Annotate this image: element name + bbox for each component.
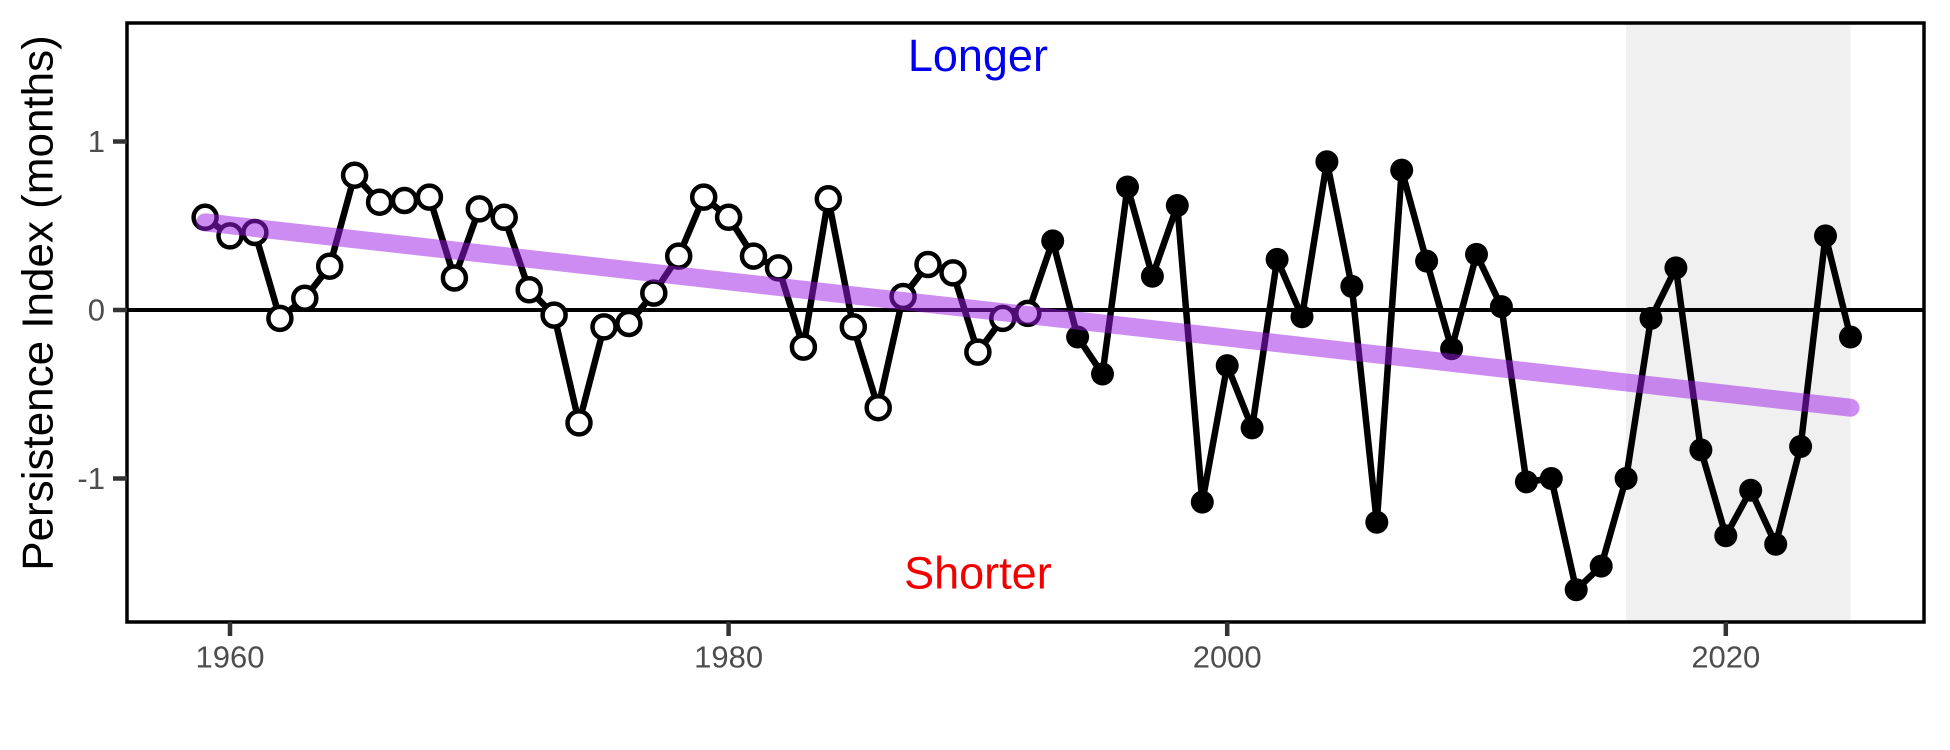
data-point-1969 [440,264,469,292]
data-point-1974 [565,409,593,437]
data-point-2022 [1764,532,1788,556]
data-point-1964 [315,252,344,280]
y-tick-label-1: 1 [88,124,105,159]
data-point-1968 [415,183,444,211]
data-point-1985 [839,313,868,341]
y-tick-label--1: -1 [77,461,105,496]
trend-line [196,213,1860,417]
data-point-2015 [1589,554,1613,578]
data-point-1997 [1140,264,1164,288]
data-point-2018 [1664,256,1688,280]
data-point-1965 [340,161,369,189]
data-point-2021 [1739,478,1763,502]
data-point-1986 [864,393,892,422]
data-point-2019 [1689,438,1713,462]
y-tick-label-0: 0 [88,293,105,328]
panel-border [125,21,1926,624]
data-point-2002 [1265,247,1289,271]
data-point-2001 [1240,416,1264,440]
data-point-1984 [814,185,843,213]
data-point-2016 [1614,467,1638,490]
data-point-1978 [664,242,693,270]
data-point-1980 [714,203,743,232]
data-point-2004 [1315,150,1339,174]
annotation-longer: Longer [908,30,1048,81]
data-point-2003 [1290,305,1314,329]
data-point-1993 [1041,229,1065,253]
data-point-1982 [764,254,793,282]
data-point-1988 [914,250,942,279]
data-point-2023 [1789,435,1813,458]
data-point-1979 [689,183,718,211]
data-point-1996 [1116,175,1139,199]
annotation-shorter: Shorter [904,547,1052,598]
data-point-1963 [291,284,319,312]
data-point-2017 [1639,306,1663,330]
data-point-1999 [1190,490,1214,514]
data-point-1976 [615,309,643,338]
data-point-1977 [640,279,668,307]
data-point-2006 [1365,510,1389,534]
data-point-1971 [490,203,518,232]
data-point-2000 [1215,354,1239,378]
data-point-1970 [465,195,494,223]
data-point-1973 [540,301,568,329]
data-point-2024 [1814,224,1837,248]
data-point-1995 [1091,362,1114,386]
y-axis-title: Persistence Index (months) [14,35,63,571]
data-point-1972 [515,276,543,304]
data-point-1967 [390,186,419,215]
data-point-2010 [1465,242,1488,266]
data-point-2014 [1564,578,1588,602]
x-tick-label-2000: 2000 [1193,640,1262,675]
data-point-1989 [939,259,967,287]
data-point-2025 [1839,325,1862,349]
data-point-1981 [739,242,768,270]
x-tick-label-2020: 2020 [1691,640,1760,675]
data-point-2011 [1489,295,1513,319]
data-point-2012 [1514,470,1538,494]
data-point-2008 [1415,249,1439,273]
data-point-2005 [1340,274,1364,298]
data-point-1983 [789,333,818,361]
data-point-2013 [1539,467,1563,490]
data-point-2007 [1390,158,1414,182]
data-point-1975 [590,313,618,341]
data-point-1990 [964,338,992,366]
data-point-1966 [365,188,394,216]
x-tick-label-1980: 1980 [694,640,763,675]
data-point-1994 [1066,325,1090,349]
data-point-2020 [1714,524,1738,548]
x-tick-label-1960: 1960 [196,640,265,675]
data-point-1998 [1165,194,1189,217]
data-point-1962 [266,304,294,333]
